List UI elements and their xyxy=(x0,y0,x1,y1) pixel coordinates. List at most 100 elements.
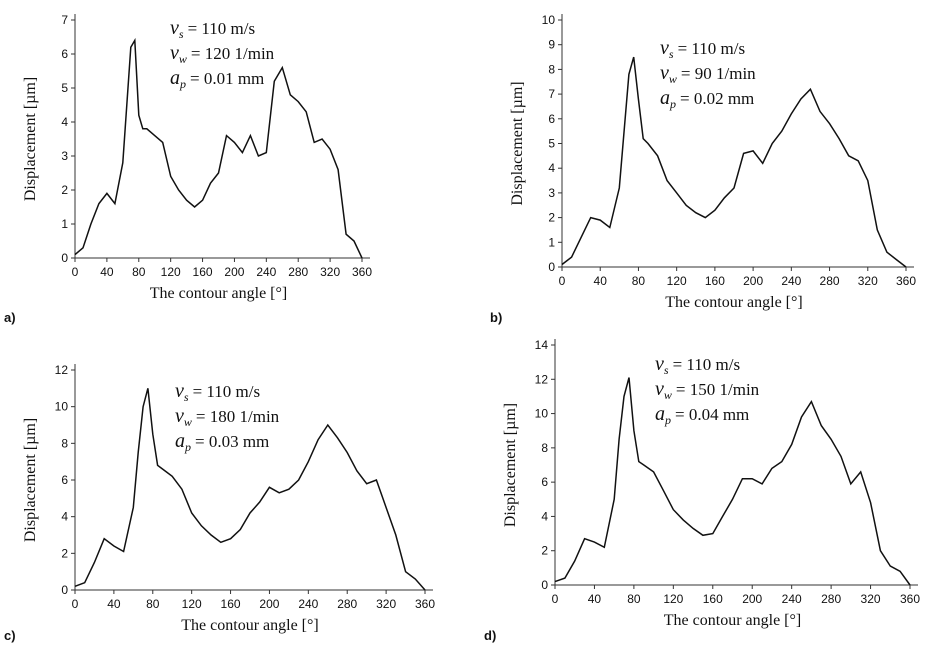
x-tick-label: 80 xyxy=(132,265,146,279)
annotation-text: = 110 m/s xyxy=(193,382,261,401)
x-tick-label: 360 xyxy=(896,274,916,288)
x-tick-label: 120 xyxy=(663,592,683,606)
annotation-text: = 110 m/s xyxy=(188,19,256,38)
data-line xyxy=(74,37,363,259)
y-tick-label: 5 xyxy=(548,137,555,151)
panel-label: d) xyxy=(484,628,496,643)
annotation-text: = 110 m/s xyxy=(673,355,741,374)
y-axis-label: Displacement [µm] xyxy=(22,77,39,201)
x-tick-label: 40 xyxy=(100,265,114,279)
y-tick-label: 8 xyxy=(61,436,68,450)
annotation: ap = 0.01 mm xyxy=(170,67,264,91)
x-axis-label: The contour angle [°] xyxy=(181,617,318,634)
annotation-subscript: p xyxy=(184,440,191,454)
annotation-text: = 150 1/min xyxy=(676,380,760,399)
x-tick-label: 40 xyxy=(107,597,121,611)
annotation-text: = 0.04 mm xyxy=(675,405,749,424)
y-tick-label: 0 xyxy=(541,578,548,592)
y-tick-label: 0 xyxy=(61,583,68,597)
data-line xyxy=(561,56,907,268)
x-tick-label: 120 xyxy=(667,274,687,288)
annotation-text: = 110 m/s xyxy=(678,39,746,58)
y-tick-label: 8 xyxy=(548,62,555,76)
data-line xyxy=(554,377,911,586)
annotation-symbol: v xyxy=(660,37,669,59)
panel-label: c) xyxy=(4,628,16,643)
annotation: vs = 110 m/s xyxy=(655,353,740,377)
x-tick-label: 0 xyxy=(72,597,79,611)
y-axis-label: Displacement [µm] xyxy=(509,81,526,205)
x-tick-label: 320 xyxy=(861,592,881,606)
x-tick-label: 320 xyxy=(376,597,396,611)
x-tick-label: 360 xyxy=(415,597,435,611)
annotation: vw = 180 1/min xyxy=(175,405,280,429)
x-tick-label: 40 xyxy=(588,592,602,606)
panel-label: a) xyxy=(4,310,16,325)
annotation-symbol: v xyxy=(170,42,179,64)
x-axis-label: The contour angle [°] xyxy=(665,294,802,311)
annotation: vs = 110 m/s xyxy=(170,17,255,41)
y-tick-label: 5 xyxy=(61,81,68,95)
x-tick-label: 0 xyxy=(552,592,559,606)
x-tick-label: 120 xyxy=(182,597,202,611)
x-tick-label: 360 xyxy=(900,592,920,606)
y-tick-label: 2 xyxy=(548,211,555,225)
y-tick-label: 9 xyxy=(548,38,555,52)
x-tick-label: 320 xyxy=(320,265,340,279)
data-line xyxy=(74,388,426,591)
annotation-symbol: v xyxy=(660,62,669,84)
x-tick-label: 0 xyxy=(72,265,79,279)
annotation-symbol: a xyxy=(660,87,670,109)
y-tick-label: 6 xyxy=(541,475,548,489)
annotation-subscript: s xyxy=(179,27,184,41)
y-tick-label: 2 xyxy=(61,183,68,197)
x-tick-label: 200 xyxy=(743,274,763,288)
annotation-text: = 120 1/min xyxy=(191,44,275,63)
y-tick-label: 12 xyxy=(55,363,69,377)
y-tick-label: 7 xyxy=(548,87,555,101)
annotation-subscript: w xyxy=(669,72,677,86)
x-tick-label: 280 xyxy=(821,592,841,606)
x-tick-label: 280 xyxy=(820,274,840,288)
x-tick-label: 160 xyxy=(705,274,725,288)
annotation-symbol: v xyxy=(175,405,184,427)
annotation-text: = 0.02 mm xyxy=(680,89,754,108)
y-tick-label: 0 xyxy=(548,260,555,274)
y-axis-label: Displacement [µm] xyxy=(502,403,519,527)
annotation-text: = 0.03 mm xyxy=(195,432,269,451)
y-tick-label: 10 xyxy=(55,400,69,414)
y-tick-label: 10 xyxy=(542,13,556,27)
x-axis-label: The contour angle [°] xyxy=(664,612,801,629)
x-tick-label: 280 xyxy=(288,265,308,279)
y-tick-label: 4 xyxy=(61,510,68,524)
x-tick-label: 320 xyxy=(858,274,878,288)
x-tick-label: 160 xyxy=(703,592,723,606)
y-tick-label: 2 xyxy=(61,546,68,560)
y-tick-label: 2 xyxy=(541,544,548,558)
x-tick-label: 80 xyxy=(146,597,160,611)
annotation: ap = 0.02 mm xyxy=(660,87,754,111)
annotation: ap = 0.04 mm xyxy=(655,403,749,427)
annotation: vw = 90 1/min xyxy=(660,62,756,86)
annotation-symbol: a xyxy=(655,403,665,425)
panel-label: b) xyxy=(490,310,502,325)
annotation-symbol: a xyxy=(170,67,180,89)
annotation-text: = 90 1/min xyxy=(681,64,756,83)
annotation: vs = 110 m/s xyxy=(660,37,745,61)
x-tick-label: 40 xyxy=(594,274,608,288)
x-tick-label: 200 xyxy=(259,597,279,611)
y-tick-label: 10 xyxy=(535,407,549,421)
annotation: vw = 120 1/min xyxy=(170,42,275,66)
y-tick-label: 4 xyxy=(61,115,68,129)
y-tick-label: 0 xyxy=(61,251,68,265)
annotation-subscript: p xyxy=(669,97,676,111)
y-tick-label: 6 xyxy=(61,47,68,61)
x-tick-label: 120 xyxy=(161,265,181,279)
y-tick-label: 12 xyxy=(535,372,549,386)
annotation: vw = 150 1/min xyxy=(655,378,760,402)
annotation-subscript: w xyxy=(179,52,187,66)
y-tick-label: 7 xyxy=(61,13,68,27)
y-tick-label: 1 xyxy=(548,235,555,249)
x-tick-label: 0 xyxy=(559,274,566,288)
